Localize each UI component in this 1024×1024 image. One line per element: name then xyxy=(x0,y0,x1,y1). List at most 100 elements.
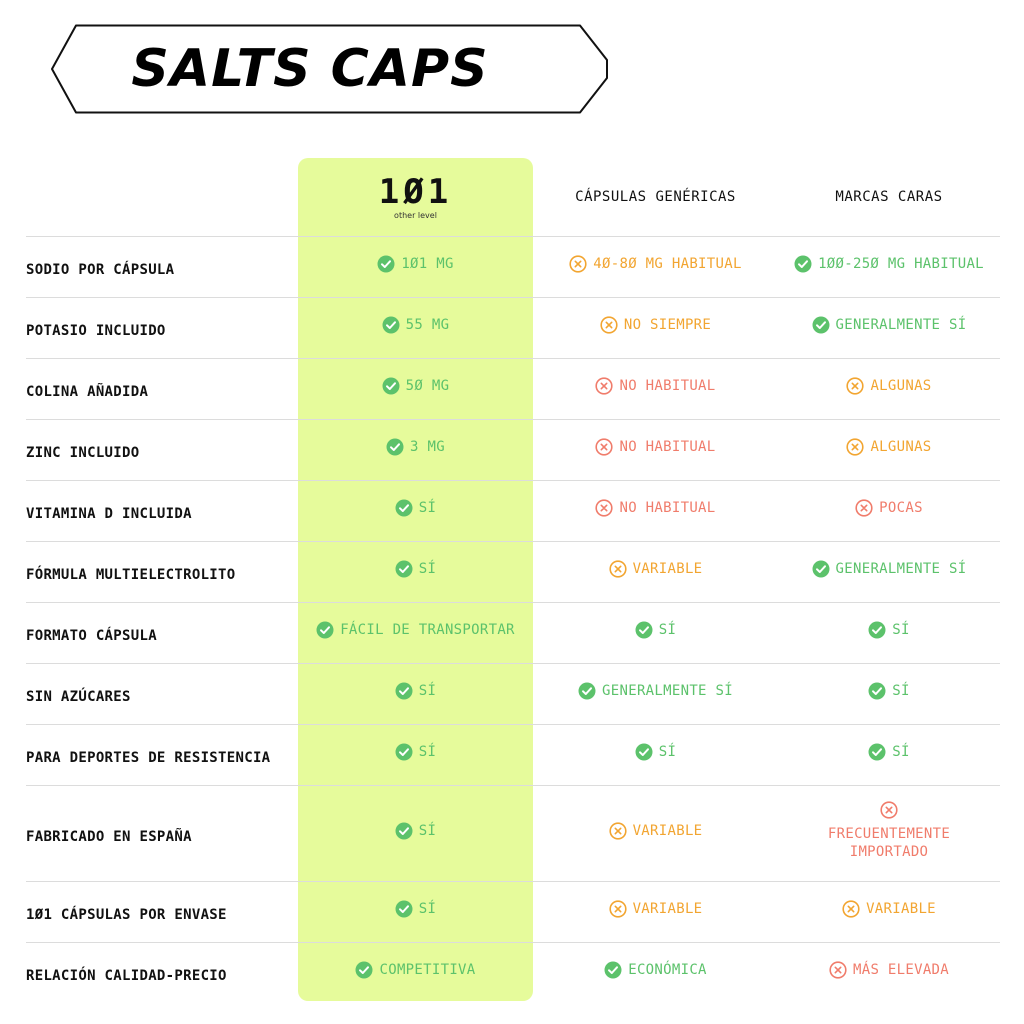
check-circle-icon xyxy=(395,560,413,578)
check-circle-icon xyxy=(604,961,622,979)
column-title: CÁPSULAS GENÉRICAS xyxy=(575,189,736,205)
table-row: SIN AZÚCARES SÍ GENERALMENTE SÍ SÍ xyxy=(26,663,1000,724)
x-circle-icon xyxy=(569,255,587,273)
brand-header: 1Ø1 other level xyxy=(298,158,533,236)
check-circle-icon xyxy=(382,316,400,334)
cell-value: POCAS xyxy=(879,500,923,516)
cell-value: NO HABITUAL xyxy=(619,378,716,394)
cell-value: 1ØØ-25Ø MG HABITUAL xyxy=(818,256,984,272)
cell-value: FRECUENTEMENTE IMPORTADO xyxy=(827,825,951,860)
cell-value: SÍ xyxy=(892,683,910,699)
table-cell-c2: SÍ xyxy=(533,725,778,785)
check-circle-icon xyxy=(395,499,413,517)
check-circle-icon xyxy=(868,743,886,761)
table-cell-c1: 5Ø MG xyxy=(298,359,533,419)
row-label: RELACIÓN CALIDAD-PRECIO xyxy=(26,968,227,984)
check-circle-icon xyxy=(868,621,886,639)
cell-value: SÍ xyxy=(418,822,437,839)
table-cell-c1: SÍ xyxy=(298,882,533,942)
table-cell-c3: MÁS ELEVADA xyxy=(778,943,1000,1003)
table-cell-c2: NO SIEMPRE xyxy=(533,298,778,358)
x-circle-icon xyxy=(608,821,627,840)
x-circle-icon xyxy=(846,377,865,395)
table-cell-c1: SÍ xyxy=(298,664,533,724)
table-cell-c2: GENERALMENTE SÍ xyxy=(533,664,778,724)
column-header-genericas: CÁPSULAS GENÉRICAS xyxy=(533,158,778,236)
table-cell-c1: SÍ xyxy=(298,542,533,602)
cell-value: 55 MG xyxy=(405,317,450,333)
check-circle-icon xyxy=(635,621,653,639)
x-circle-icon xyxy=(608,900,627,918)
cell-value: 3 MG xyxy=(410,439,445,455)
cell-value: COMPETITIVA xyxy=(379,962,476,978)
table-row: FÓRMULA MULTIELECTROLITO SÍ VARIABLE GENERA… xyxy=(26,541,1000,602)
table-cell-c2: NO HABITUAL xyxy=(533,420,778,480)
row-label: SODIO POR CÁPSULA xyxy=(26,262,175,278)
table-cell-c1: COMPETITIVA xyxy=(298,943,533,1003)
table-cell-c1: 55 MG xyxy=(298,298,533,358)
table-cell-c1: SÍ xyxy=(298,725,533,785)
cell-value: VARIABLE xyxy=(866,901,936,917)
table-row: PARA DEPORTES DE RESISTENCIA SÍ SÍ SÍ xyxy=(26,724,1000,785)
table-cell-c3: SÍ xyxy=(778,725,1000,785)
page-title: SALTS CAPS xyxy=(131,39,489,99)
table-cell-c2: NO HABITUAL xyxy=(533,481,778,541)
table-row: VITAMINA D INCLUIDA SÍ NO HABITUAL POCAS xyxy=(26,480,1000,541)
table-cell-c3: ALGUNAS xyxy=(778,359,1000,419)
cell-value: FÁCIL DE TRANSPORTAR xyxy=(340,622,515,638)
table-cell-c1: SÍ xyxy=(298,786,533,881)
table-cell-c1: 1Ø1 MG xyxy=(298,237,533,297)
check-circle-icon xyxy=(395,682,413,700)
table-cell-c2: SÍ xyxy=(533,603,778,663)
cell-value: GENERALMENTE SÍ xyxy=(835,561,967,577)
x-circle-icon xyxy=(880,800,898,819)
cell-value: 1Ø1 MG xyxy=(401,256,454,272)
cell-value: 5Ø MG xyxy=(405,378,450,394)
table-header: 1Ø1 other level CÁPSULAS GENÉRICAS MARCA… xyxy=(26,158,1000,236)
table-row: RELACIÓN CALIDAD-PRECIO COMPETITIVA ECONÓM… xyxy=(26,942,1000,1003)
table-cell-c1: FÁCIL DE TRANSPORTAR xyxy=(298,603,533,663)
cell-value: SÍ xyxy=(658,622,677,638)
row-label: COLINA AÑADIDA xyxy=(26,384,149,400)
x-circle-icon xyxy=(846,438,865,456)
x-circle-icon xyxy=(608,560,627,578)
table-cell-c3: GENERALMENTE SÍ xyxy=(778,542,1000,602)
comparison-table: 1Ø1 other level CÁPSULAS GENÉRICAS MARCA… xyxy=(26,158,1000,1003)
table-cell-c3: 1ØØ-25Ø MG HABITUAL xyxy=(778,237,1000,297)
cell-value: SÍ xyxy=(892,622,910,638)
table-cell-c3: FRECUENTEMENTE IMPORTADO xyxy=(778,786,1000,881)
brand-logo: 1Ø1 xyxy=(378,171,453,212)
check-circle-icon xyxy=(635,743,653,761)
cell-value: GENERALMENTE SÍ xyxy=(602,683,733,699)
x-circle-icon xyxy=(595,438,614,456)
table-row: POTASIO INCLUIDO 55 MG NO SIEMPRE GENERALME… xyxy=(26,297,1000,358)
check-circle-icon xyxy=(578,682,596,700)
cell-value: ALGUNAS xyxy=(870,378,932,394)
table-row: FABRICADO EN ESPAÑA SÍ VARIABLE FRECUENTEME… xyxy=(26,785,1000,881)
check-circle-icon xyxy=(377,255,395,273)
row-label: PARA DEPORTES DE RESISTENCIA xyxy=(26,750,271,766)
cell-value: SÍ xyxy=(418,901,437,917)
check-circle-icon xyxy=(355,961,373,979)
check-circle-icon xyxy=(794,255,812,273)
row-label: SIN AZÚCARES xyxy=(26,689,131,705)
check-circle-icon xyxy=(386,438,404,456)
table-cell-c3: SÍ xyxy=(778,664,1000,724)
cell-value: VARIABLE xyxy=(632,822,703,839)
cell-value: SÍ xyxy=(418,561,437,577)
table-row: ZINC INCLUIDO 3 MG NO HABITUAL ALGUNAS xyxy=(26,419,1000,480)
row-label: FÓRMULA MULTIELECTROLITO xyxy=(26,567,236,583)
cell-value: 4Ø-8Ø MG HABITUAL xyxy=(593,256,742,272)
table-cell-c3: SÍ xyxy=(778,603,1000,663)
row-label: FORMATO CÁPSULA xyxy=(26,628,157,644)
table-cell-c2: VARIABLE xyxy=(533,542,778,602)
row-label: 1Ø1 CÁPSULAS POR ENVASE xyxy=(26,907,227,923)
cell-value: NO HABITUAL xyxy=(619,500,716,516)
cell-value: SÍ xyxy=(418,500,437,516)
row-label: ZINC INCLUIDO xyxy=(26,445,140,461)
row-label: POTASIO INCLUIDO xyxy=(26,323,166,339)
x-circle-icon xyxy=(829,961,847,979)
table-cell-c2: VARIABLE xyxy=(533,786,778,881)
cell-value: SÍ xyxy=(418,744,437,760)
row-label: VITAMINA D INCLUIDA xyxy=(26,506,192,522)
